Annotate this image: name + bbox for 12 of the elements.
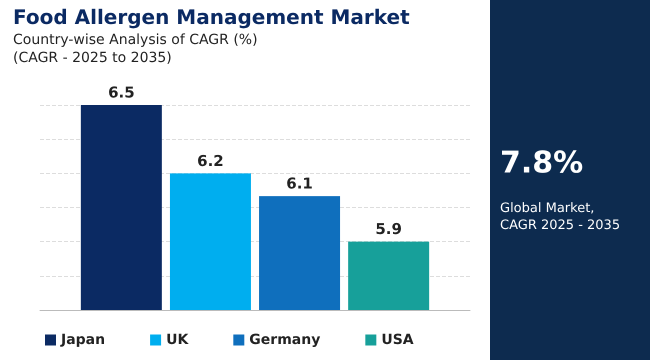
- legend-label: UK: [166, 332, 190, 348]
- legend-label: Germany: [249, 332, 320, 348]
- text: 7.8%: [500, 146, 584, 180]
- data-label: 6.5: [108, 84, 135, 102]
- data-label: 6.2: [197, 152, 224, 170]
- chart-title: Food Allergen Management Market: [13, 5, 410, 29]
- chart-subtitle: Country-wise Analysis of CAGR (%) (CAGR - 2025 to 2035): [13, 32, 258, 66]
- legend-label: USA: [381, 332, 414, 348]
- legend-label: Japan: [60, 332, 106, 348]
- data-label: 6.1: [286, 174, 313, 193]
- data-label: 5.9: [375, 220, 402, 238]
- text: Global Market, CAGR 2025 - 2035: [500, 201, 620, 233]
